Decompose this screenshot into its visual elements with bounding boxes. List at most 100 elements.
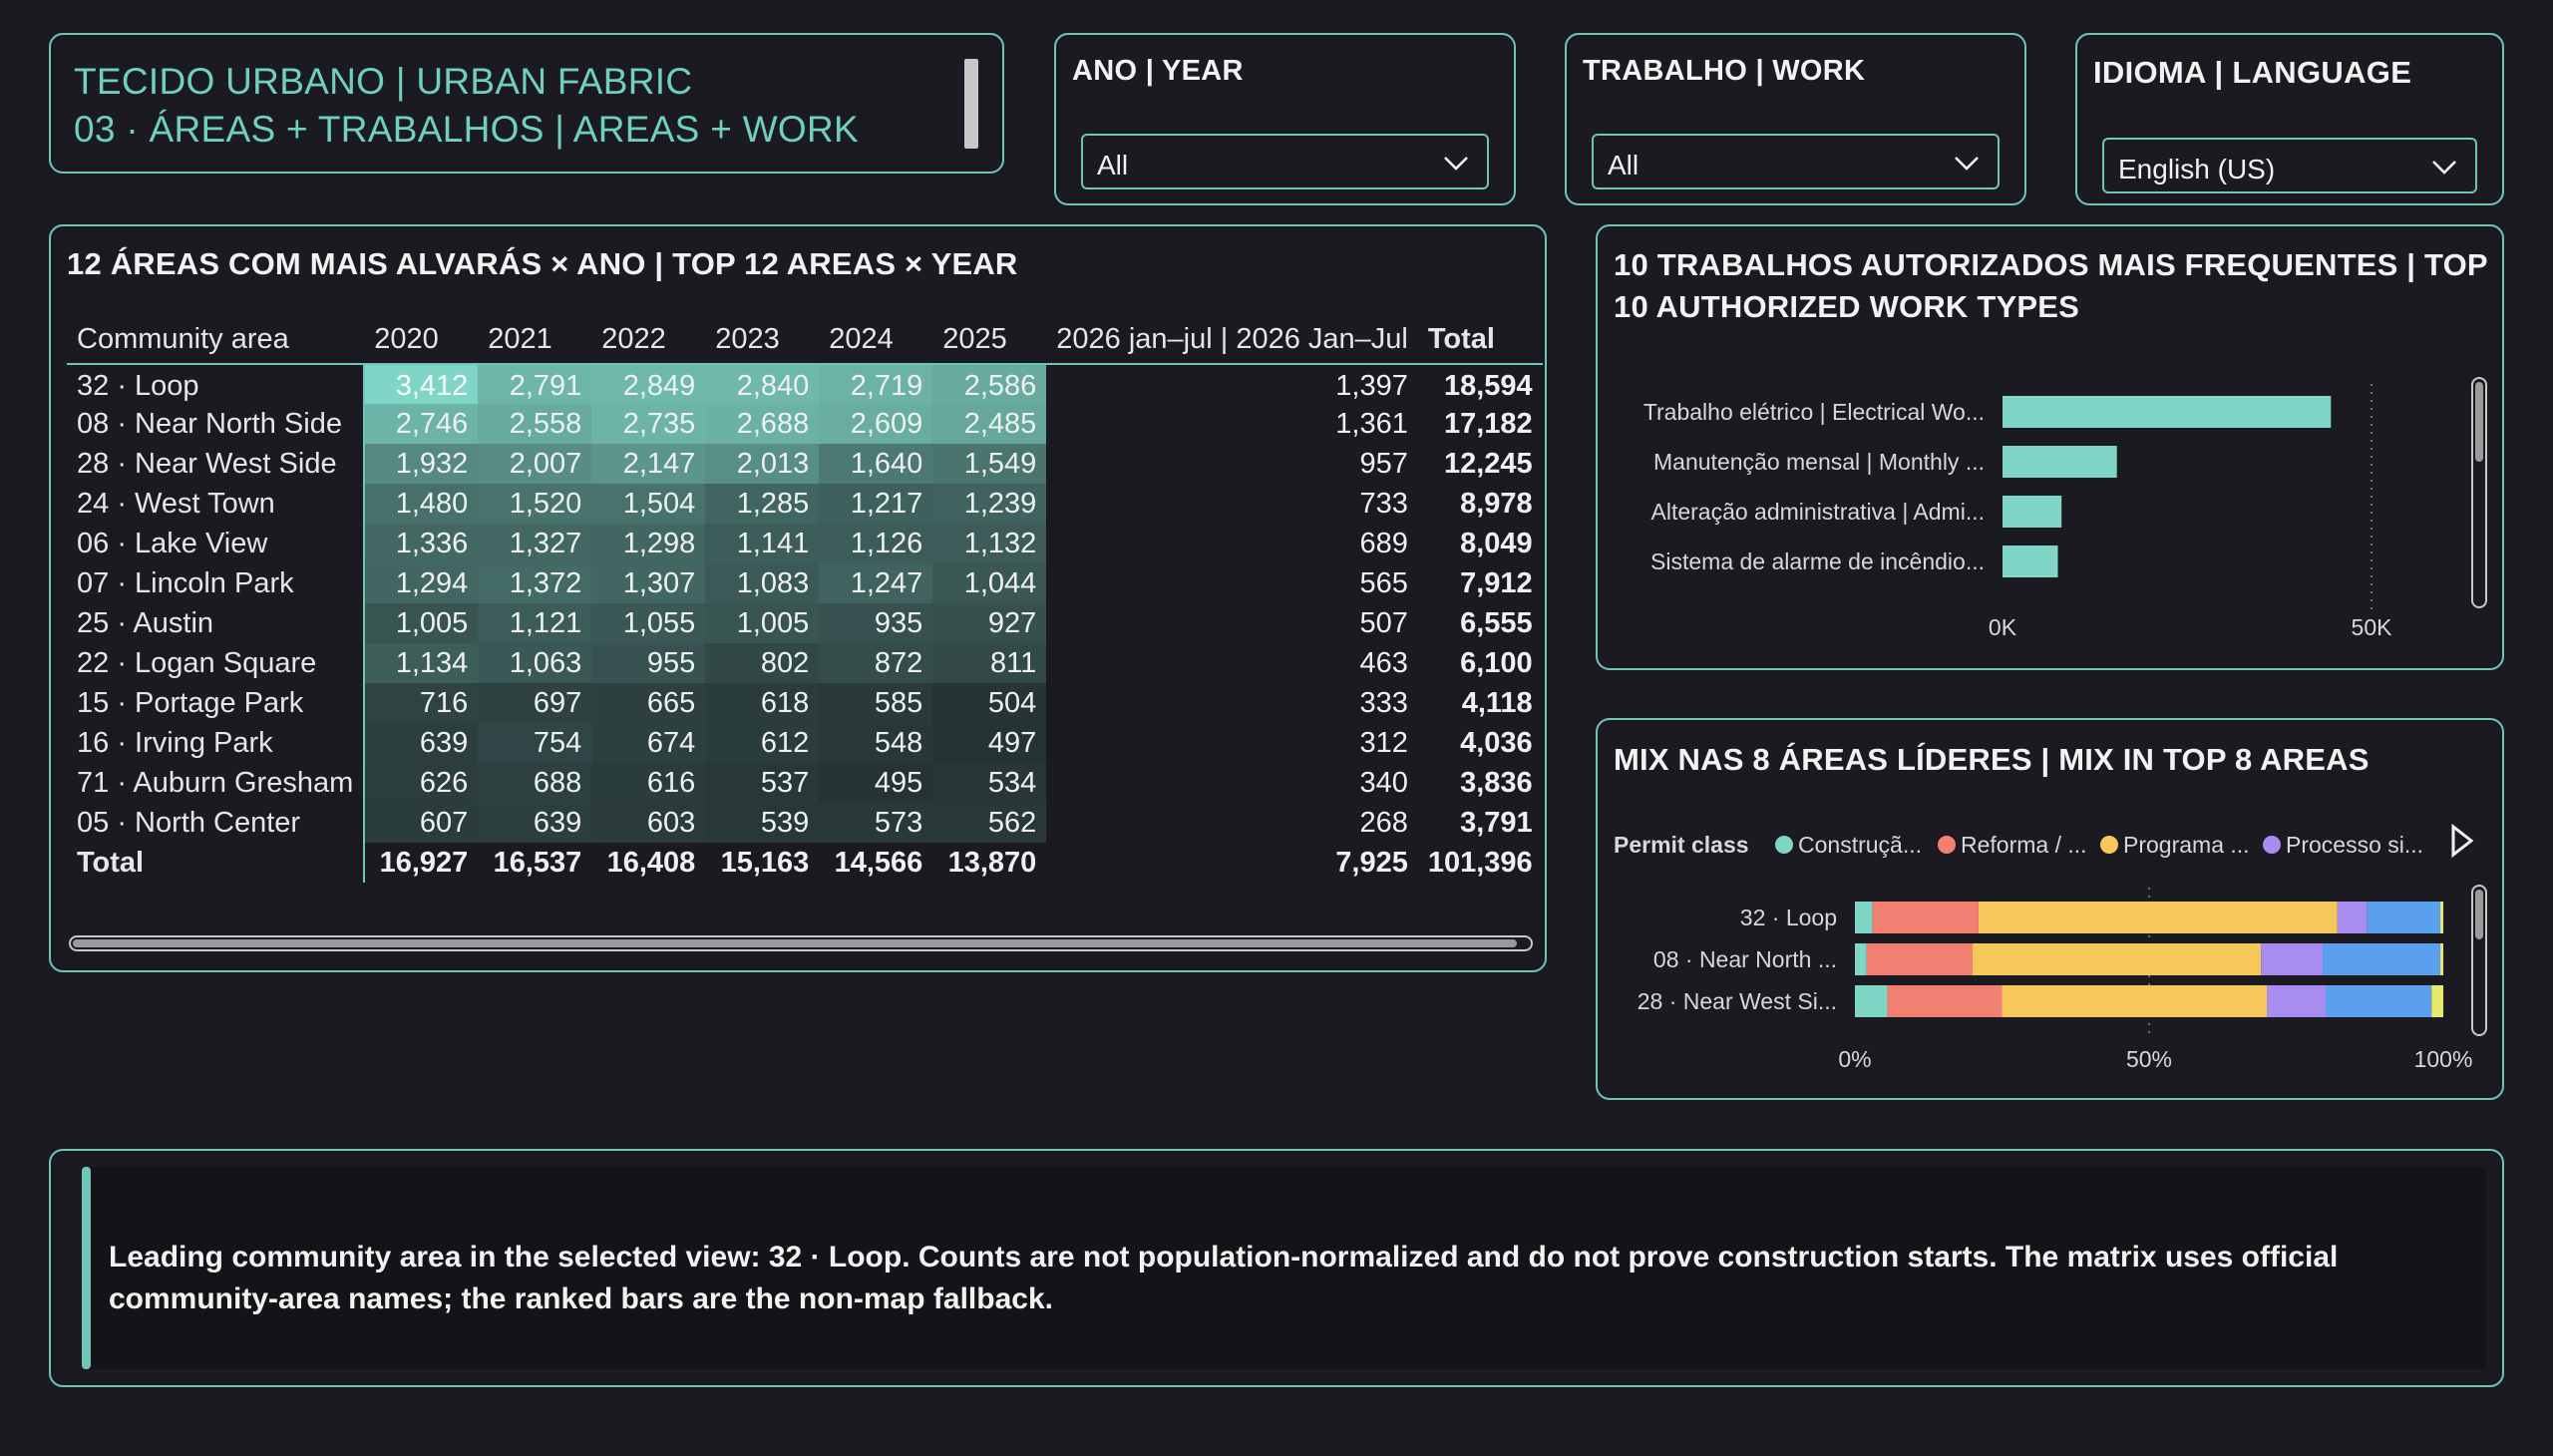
matrix-cell: 674: [591, 723, 706, 763]
matrix-row[interactable]: 32 · Loop 3,412 2,791 2,849 2,840 2,719 2,586 1…: [67, 364, 1543, 404]
matrix-cell: 1,239: [932, 484, 1047, 524]
matrix-cell: 1,044: [932, 563, 1047, 603]
legend-label[interactable]: Reforma / ...: [1961, 832, 2087, 858]
scrollbar-thumb[interactable]: [2475, 382, 2483, 462]
matrix-row[interactable]: 22 · Logan Square 1,134 1,063 955 802 872 811 4…: [67, 643, 1543, 683]
matrix-column-total: 15,163: [720, 846, 810, 879]
title-scrollbar[interactable]: [964, 59, 978, 149]
matrix-cell: 957: [1359, 447, 1408, 480]
mix-category-label: 28 · Near West Si...: [1638, 988, 1837, 1014]
insight-note: Leading community area in the selected v…: [82, 1167, 2486, 1369]
matrix-cell: 333: [1359, 686, 1408, 719]
mix-bar-segment[interactable]: [2267, 985, 2326, 1017]
matrix-row[interactable]: 24 · West Town 1,480 1,520 1,504 1,285 1,217 1…: [67, 484, 1543, 524]
top-work-types-chart: Trabalho elétrico | Electrical Wo... Manu…: [1643, 377, 2487, 640]
work-type-bar[interactable]: [2003, 446, 2117, 478]
matrix-row-label: 05 · North Center: [67, 803, 366, 843]
matrix-cell: 616: [591, 763, 706, 803]
matrix-row[interactable]: 25 · Austin 1,005 1,121 1,055 1,005 935 927 507…: [67, 603, 1543, 643]
matrix-cell: 2,586: [932, 364, 1047, 404]
matrix-row[interactable]: 71 · Auburn Gresham 626 688 616 537 495 534 340…: [67, 763, 1543, 803]
mix-bar-segment[interactable]: [1978, 902, 2338, 933]
matrix-column-header[interactable]: 2021: [478, 316, 592, 365]
legend-next-icon[interactable]: [2451, 823, 2474, 859]
legend-swatch: [2100, 836, 2118, 854]
year-dropdown[interactable]: All: [1081, 134, 1489, 189]
matrix-cell: 1,121: [478, 603, 592, 643]
work-dropdown[interactable]: All: [1592, 134, 2000, 189]
matrix-cell: 607: [364, 803, 479, 843]
x-tick-label: 50%: [2126, 1046, 2172, 1072]
matrix-column-header[interactable]: 2022: [591, 316, 706, 365]
work-type-bar[interactable]: [2003, 496, 2062, 528]
mix-bar-segment[interactable]: [2440, 902, 2443, 933]
matrix-cell: 1,141: [705, 524, 820, 563]
mix-bar-segment[interactable]: [1866, 943, 1973, 975]
legend-label[interactable]: Programa ...: [2123, 832, 2250, 858]
matrix-row[interactable]: 28 · Near West Side 1,932 2,007 2,147 2,013 1…: [67, 444, 1543, 484]
chart-scrollbar[interactable]: [2471, 885, 2487, 1036]
matrix-header-row: Community area 2020 2021 2022 2023 2024 2025 2…: [67, 316, 1543, 365]
work-type-bar[interactable]: [2003, 546, 2058, 577]
matrix-cell: 955: [591, 643, 706, 683]
matrix-row[interactable]: 05 · North Center 607 639 603 539 573 562 268 3,…: [67, 803, 1543, 843]
insight-note-panel: Leading community area in the selected v…: [49, 1149, 2504, 1387]
mix-bar-segment[interactable]: [2431, 985, 2443, 1017]
matrix-column-total: 7,925: [1335, 846, 1408, 879]
legend-label[interactable]: Construçã...: [1798, 832, 1922, 858]
mix-bar-segment[interactable]: [1973, 943, 2262, 975]
mix-bar-segment[interactable]: [1855, 902, 1873, 933]
matrix-cell: 802: [705, 643, 820, 683]
matrix-cell: 1,285: [705, 484, 820, 524]
matrix-row-label: 24 · West Town: [67, 484, 366, 524]
matrix-cell: 618: [705, 683, 820, 723]
mix-bar-segment[interactable]: [2326, 985, 2432, 1017]
matrix-row[interactable]: 07 · Lincoln Park 1,294 1,372 1,307 1,083 1,2…: [67, 563, 1543, 603]
mix-bar-segment[interactable]: [2323, 943, 2441, 975]
matrix-total-row: Total 16,927 16,537 16,408 15,163 14,566 13,87…: [67, 843, 1543, 883]
mix-bar-segment[interactable]: [2367, 902, 2441, 933]
scrollbar-thumb[interactable]: [2475, 890, 2483, 939]
matrix-row-header[interactable]: Community area: [67, 316, 365, 365]
matrix-row-total: 4,118: [1461, 686, 1533, 719]
matrix-column-header[interactable]: 2020: [364, 316, 479, 365]
mix-bar-segment[interactable]: [1872, 902, 1979, 933]
matrix-column-header[interactable]: 2026 jan–jul | 2026 Jan–Jul: [1046, 316, 1418, 365]
matrix-cell: 1,640: [819, 444, 933, 484]
matrix-row-total: 18,594: [1443, 370, 1533, 402]
language-dropdown-value: English (US): [2118, 154, 2276, 184]
chart-scrollbar[interactable]: [2471, 377, 2487, 608]
matrix-cell: 1,336: [364, 524, 479, 563]
matrix-cell: 1,132: [932, 524, 1047, 563]
matrix-cell: 2,558: [478, 404, 592, 444]
mix-bar-segment[interactable]: [2002, 985, 2268, 1017]
matrix-horizontal-scrollbar[interactable]: [69, 935, 1533, 951]
areas-by-year-matrix-panel: 12 ÁREAS COM MAIS ALVARÁS × ANO | TOP 12…: [49, 224, 1547, 972]
mix-bar-segment[interactable]: [2261, 943, 2324, 975]
legend-label[interactable]: Processo si...: [2286, 832, 2423, 858]
matrix-row[interactable]: 15 · Portage Park 716 697 665 618 585 504 333 4,…: [67, 683, 1543, 723]
mix-bar-segment[interactable]: [1887, 985, 2003, 1017]
matrix-column-header[interactable]: 2025: [932, 316, 1047, 365]
matrix-cell: 1,005: [705, 603, 820, 643]
language-dropdown[interactable]: English (US): [2102, 138, 2477, 193]
matrix-row[interactable]: 06 · Lake View 1,336 1,327 1,298 1,141 1,126 1…: [67, 524, 1543, 563]
matrix-column-total: 16,927: [379, 846, 469, 879]
mix-bar-segment[interactable]: [2337, 902, 2368, 933]
scrollbar-thumb[interactable]: [73, 939, 1517, 947]
matrix-row[interactable]: 08 · Near North Side 2,746 2,558 2,735 2,688…: [67, 404, 1543, 444]
matrix-cell: 639: [364, 723, 479, 763]
matrix-cell: 1,083: [705, 563, 820, 603]
mix-bar-segment[interactable]: [1855, 985, 1888, 1017]
matrix-total-header[interactable]: Total: [1417, 316, 1543, 365]
mix-bar-segment[interactable]: [1855, 943, 1867, 975]
matrix-column-header[interactable]: 2024: [819, 316, 933, 365]
matrix-column-header[interactable]: 2023: [705, 316, 820, 365]
mix-bar-segment[interactable]: [2440, 943, 2443, 975]
matrix-row[interactable]: 16 · Irving Park 639 754 674 612 548 497 312 4,0…: [67, 723, 1543, 763]
matrix-row-total: 6,555: [1460, 606, 1533, 639]
work-type-bar[interactable]: [2003, 396, 2332, 428]
matrix-row-label: 28 · Near West Side: [67, 444, 366, 484]
matrix-cell: 548: [819, 723, 933, 763]
matrix-cell: 2,719: [819, 364, 933, 404]
